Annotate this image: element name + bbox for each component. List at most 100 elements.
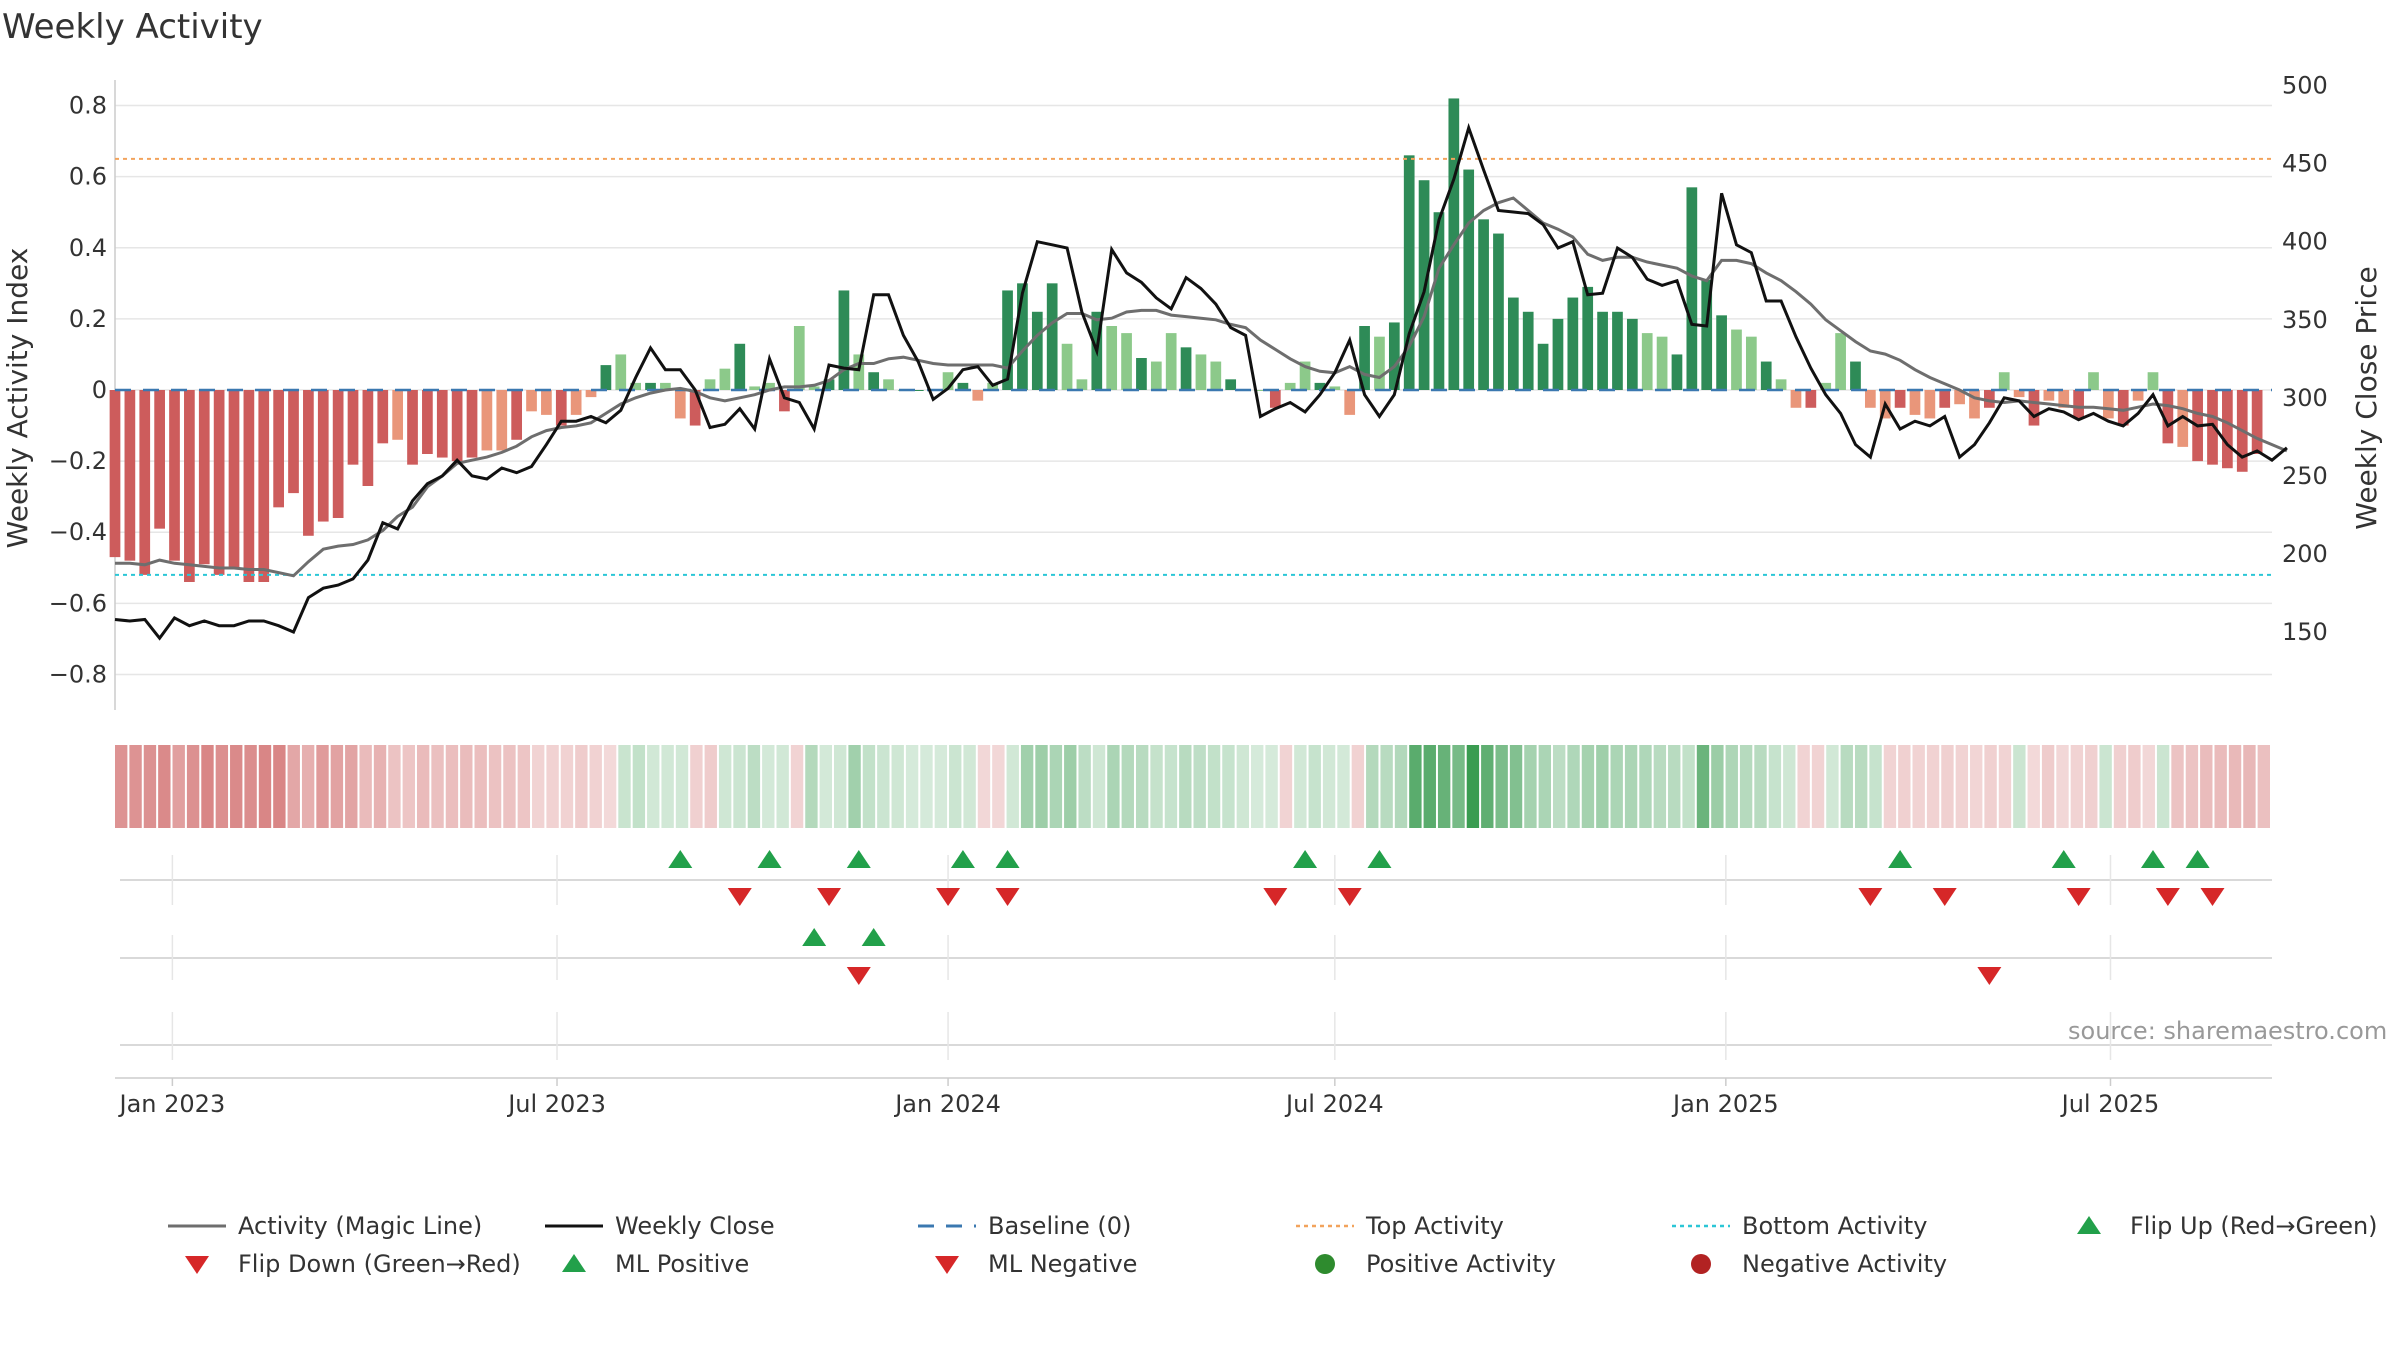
activity-bar	[764, 382, 775, 390]
heat-strip-block	[1481, 745, 1494, 828]
activity-bar	[288, 390, 299, 494]
activity-bar	[2177, 390, 2189, 447]
activity-bar	[1299, 361, 1311, 390]
heat-strip-block	[790, 745, 804, 828]
activity-bar	[303, 390, 314, 536]
heat-strip-block	[1840, 745, 1853, 828]
activity-bar	[1433, 212, 1445, 390]
heat-strip-block	[891, 745, 904, 828]
activity-bar	[1805, 390, 1817, 408]
flip-down-marker	[936, 888, 961, 906]
activity-bar	[154, 390, 165, 529]
activity-bar	[972, 390, 984, 401]
heat-strip-block	[488, 745, 502, 828]
heat-strip-block	[1912, 745, 1925, 828]
heat-strip-block	[1150, 745, 1163, 828]
heat-strip-block	[733, 745, 746, 828]
activity-bar	[1656, 336, 1668, 390]
heat-strip-block	[920, 745, 933, 828]
activity-bar	[883, 379, 894, 390]
heat-strip-block	[805, 745, 818, 828]
activity-bar	[2013, 390, 2025, 398]
heat-strip-block	[1926, 745, 1940, 828]
activity-bar	[2222, 390, 2233, 469]
heat-strip-block	[1970, 745, 1983, 828]
activity-bar	[630, 382, 642, 390]
heat-strip-block	[416, 745, 430, 828]
heat-strip-block	[1739, 745, 1753, 828]
legend-swatch	[1315, 1254, 1335, 1274]
ml-positive-marker	[861, 928, 886, 946]
heat-strip-block	[1725, 745, 1738, 828]
heat-strip-block	[2214, 745, 2227, 828]
heat-strip-block	[1754, 745, 1767, 828]
source-watermark: source: sharemaestro.com	[2068, 1017, 2387, 1045]
activity-bar	[1760, 361, 1772, 390]
x-tick-label: Jan 2025	[1671, 1090, 1779, 1118]
heat-strip-block	[690, 745, 703, 828]
heat-strip-block	[1092, 745, 1106, 828]
heat-strip-block	[1265, 745, 1278, 828]
heat-strip-block	[1423, 745, 1436, 828]
heat-strip-block	[1524, 745, 1537, 828]
heat-strip-block	[258, 745, 272, 828]
activity-bar	[1076, 379, 1088, 390]
heat-strip-block	[460, 745, 473, 828]
activity-bar	[1716, 315, 1727, 390]
activity-bar	[511, 390, 523, 440]
flip-down-marker	[817, 888, 842, 906]
heat-strip-block	[877, 745, 890, 828]
legend-label: Flip Down (Green→Red)	[238, 1250, 521, 1278]
heat-strip-block	[819, 745, 832, 828]
flip-down-marker	[995, 888, 1020, 906]
series-lines	[114, 122, 2288, 641]
activity-bar	[1537, 343, 1549, 390]
activity-bar	[1314, 382, 1326, 390]
heat-strip-block	[2171, 745, 2184, 828]
heat-strip-block	[1409, 745, 1422, 828]
activity-bar	[1046, 283, 1058, 390]
activity-bar	[2043, 390, 2055, 401]
heat-strip-block	[273, 745, 286, 828]
heat-strip-block	[2070, 745, 2084, 828]
right-axis-ticks: 500 450 400 350 300 250 200 150	[2282, 72, 2328, 646]
heat-strip-block	[1783, 745, 1796, 828]
activity-bar	[184, 390, 195, 582]
activity-bar	[704, 379, 716, 390]
activity-bar	[2147, 372, 2159, 390]
activity-bar	[2073, 390, 2084, 419]
heat-strip-block	[1984, 745, 1997, 828]
legend-label: Bottom Activity	[1742, 1212, 1927, 1240]
activity-bar	[1150, 361, 1162, 390]
left-axis-ticks: 0.8 0.6 0.4 0.2 0 −0.2 −0.4 −0.6 −0.8	[49, 92, 107, 689]
activity-bar	[1924, 390, 1936, 419]
activity-bar	[451, 390, 463, 462]
activity-bar	[1180, 347, 1192, 390]
activity-bar	[198, 390, 210, 565]
legend-label: Negative Activity	[1742, 1250, 1947, 1278]
heat-strip-block	[330, 745, 344, 828]
heat-strip-block	[560, 745, 574, 828]
heat-strip-block	[1164, 745, 1178, 828]
legend-swatch	[935, 1256, 959, 1274]
activity-bar	[1641, 333, 1653, 390]
activity-bar	[541, 390, 552, 415]
heat-strip-block	[186, 745, 200, 828]
activity-bar	[1106, 326, 1118, 390]
heat-strip-block	[373, 745, 387, 828]
legend-label: Top Activity	[1365, 1212, 1504, 1240]
activity-bar	[674, 390, 686, 419]
activity-bar	[1374, 336, 1385, 390]
activity-bar	[213, 390, 225, 575]
heat-strip-block	[2185, 745, 2199, 828]
activity-bar	[1225, 379, 1237, 390]
heat-strip-block	[1049, 745, 1063, 828]
flip-down-marker	[1932, 888, 1957, 906]
heat-strip-block	[862, 745, 876, 828]
right-axis-title: Weekly Close Price	[2350, 266, 2383, 529]
activity-bar	[2251, 390, 2263, 454]
heat-strip-block	[301, 745, 315, 828]
activity-bar	[1210, 361, 1222, 390]
activity-bar	[139, 390, 151, 575]
activity-bar	[1597, 311, 1608, 390]
